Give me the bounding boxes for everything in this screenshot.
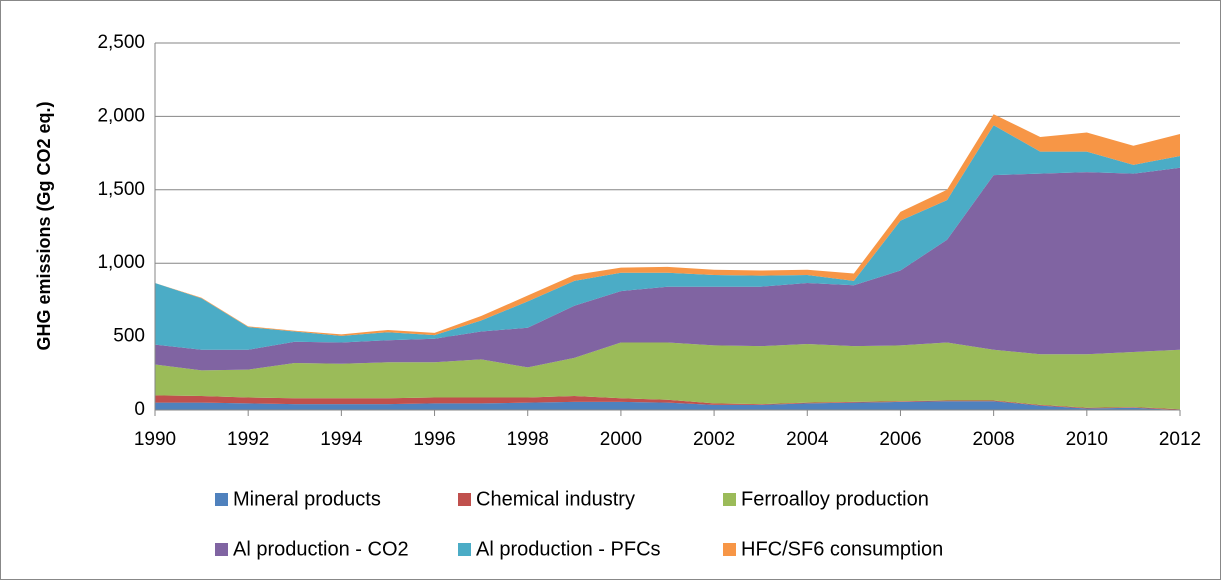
x-tick-label: 2002: [693, 429, 735, 450]
area: [155, 401, 1180, 410]
x-tick-label: 2012: [1159, 429, 1201, 450]
x-tick-label: 1998: [507, 429, 549, 450]
y-tick-label: 1,000: [97, 252, 145, 273]
y-tick-label: 500: [113, 326, 145, 347]
y-axis-title: GHG emissions (Gg CO2 eq.): [34, 101, 54, 350]
x-tick-label: 2008: [972, 429, 1014, 450]
legend-swatch: [723, 543, 736, 556]
legend-label: Ferroalloy production: [741, 488, 929, 510]
x-tick-label: 1994: [320, 429, 363, 450]
x-tick-label: 2000: [600, 429, 642, 450]
legend-swatch: [458, 543, 471, 556]
y-tick-label: 2,000: [97, 105, 145, 126]
legend-label: HFC/SF6 consumption: [741, 538, 943, 560]
legend-swatch: [215, 493, 228, 506]
x-tick-label: 2010: [1066, 429, 1108, 450]
legend-label: Al production - CO2: [233, 538, 409, 560]
area: [155, 395, 1180, 410]
x-tick-label: 2004: [786, 429, 829, 450]
legend-swatch: [458, 493, 471, 506]
legend-label: Mineral products: [233, 488, 381, 510]
legend-swatch: [215, 543, 228, 556]
area: [155, 342, 1180, 410]
area: [155, 114, 1180, 336]
y-tick-label: 1,500: [97, 179, 145, 200]
x-tick-label: 2006: [879, 429, 921, 450]
x-tick-label: 1992: [227, 429, 269, 450]
x-tick-label: 1990: [134, 429, 176, 450]
legend-swatch: [723, 493, 736, 506]
y-tick-label: 2,500: [97, 32, 145, 53]
y-tick-label: 0: [134, 399, 145, 420]
legend-label: Al production - PFCs: [476, 538, 661, 560]
legend-label: Chemical industry: [476, 488, 635, 510]
area: [155, 167, 1180, 371]
x-tick-label: 1996: [413, 429, 455, 450]
